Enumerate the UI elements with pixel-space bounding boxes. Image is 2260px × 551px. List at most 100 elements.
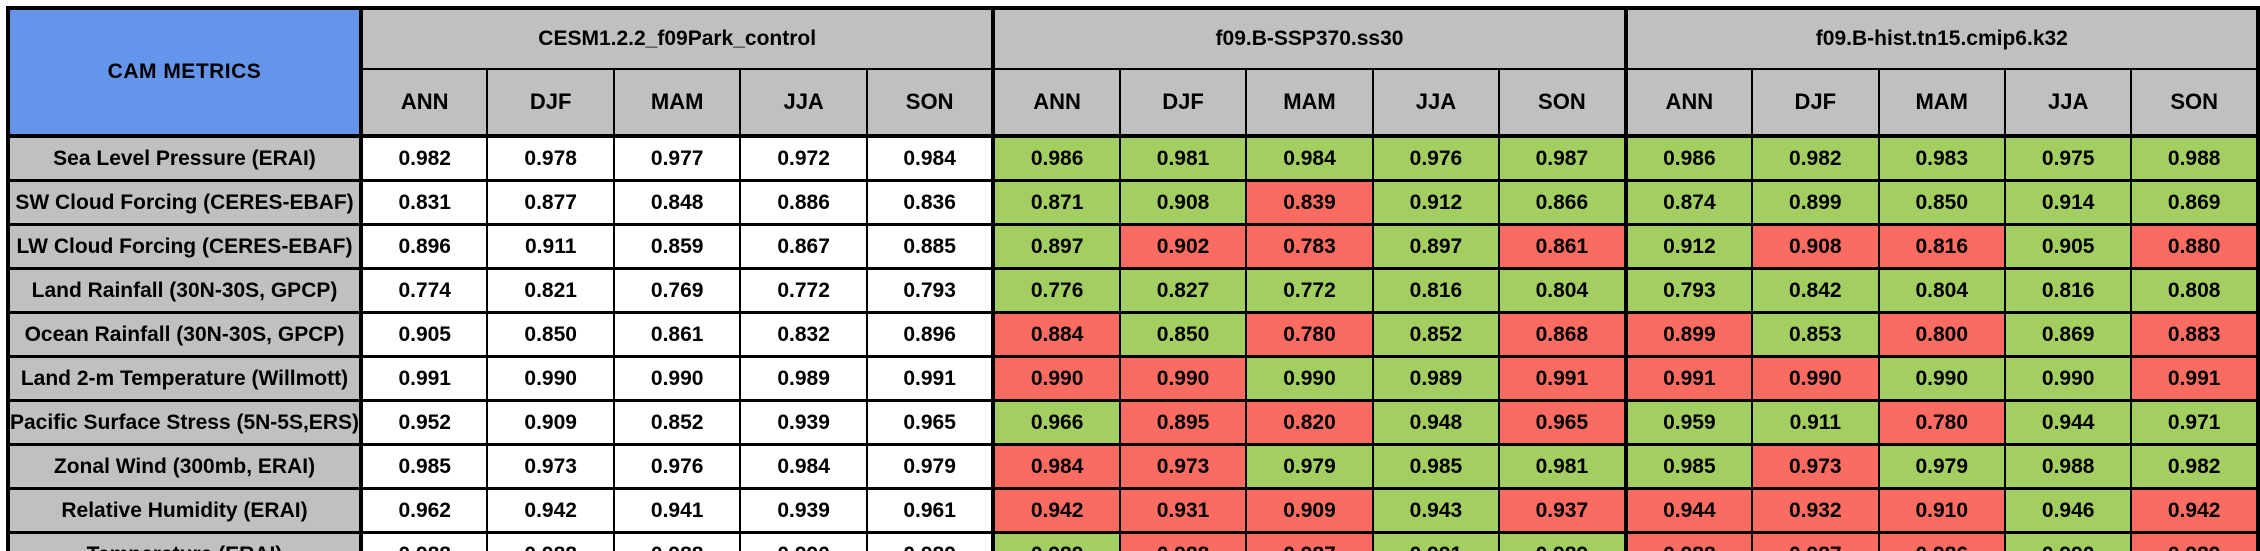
metric-value-cell: 0.800 xyxy=(1877,311,2006,358)
metric-value-cell: 0.987 xyxy=(1245,531,1374,551)
metric-value-cell: 0.989 xyxy=(1371,355,1501,402)
metric-value-cell: 0.989 xyxy=(865,531,995,551)
metric-value-cell: 0.880 xyxy=(2130,223,2259,270)
metric-value-cell: 0.869 xyxy=(2003,311,2133,358)
metric-value-cell: 0.987 xyxy=(1498,134,1627,182)
column-group-header-control-run: CESM1.2.2_f09Park_control xyxy=(358,7,995,70)
metric-value-cell: 0.866 xyxy=(1498,179,1627,226)
season-header-djf: DJF xyxy=(1751,68,1880,138)
metric-value-cell: 0.939 xyxy=(739,399,868,446)
metric-value-cell: 0.816 xyxy=(1371,267,1501,314)
metric-value-cell: 0.989 xyxy=(739,355,868,402)
metric-value-cell: 0.861 xyxy=(612,311,742,358)
metric-value-cell: 0.989 xyxy=(1498,531,1627,551)
metric-value-cell: 0.944 xyxy=(1623,487,1754,534)
table-row: Land 2-m Temperature (Willmott) 0.991 0.99… xyxy=(7,355,2259,402)
metric-value-cell: 0.988 xyxy=(612,531,742,551)
metric-value-cell: 0.973 xyxy=(1751,443,1880,490)
metric-value-cell: 0.990 xyxy=(2003,531,2133,551)
metric-value-cell: 0.991 xyxy=(358,355,489,402)
metric-value-cell: 0.783 xyxy=(1245,223,1374,270)
metric-value-cell: 0.816 xyxy=(2003,267,2133,314)
metric-value-cell: 0.988 xyxy=(1623,531,1754,551)
table-row: LW Cloud Forcing (CERES-EBAF) 0.896 0.911 0… xyxy=(7,223,2259,270)
metric-value-cell: 0.780 xyxy=(1245,311,1374,358)
metric-value-cell: 0.905 xyxy=(358,311,489,358)
metrics-table-body: Sea Level Pressure (ERAI) 0.982 0.978 0.977… xyxy=(7,134,2259,551)
metric-value-cell: 0.990 xyxy=(2003,355,2133,402)
metric-value-cell: 0.985 xyxy=(1371,443,1501,490)
metric-value-cell: 0.984 xyxy=(739,443,868,490)
metric-value-cell: 0.852 xyxy=(1371,311,1501,358)
season-header-jja: JJA xyxy=(1371,68,1501,138)
metric-value-cell: 0.877 xyxy=(486,179,615,226)
season-header-djf: DJF xyxy=(1118,68,1248,138)
metric-value-cell: 0.939 xyxy=(739,487,868,534)
metric-value-cell: 0.961 xyxy=(865,487,995,534)
metric-label: Land Rainfall (30N-30S, GPCP) xyxy=(7,267,363,314)
metric-value-cell: 0.883 xyxy=(2130,311,2259,358)
model-header-row: CAM METRICS CESM1.2.2_f09Park_control f0… xyxy=(6,6,2260,138)
metric-value-cell: 0.874 xyxy=(1623,179,1754,226)
metric-value-cell: 0.988 xyxy=(358,531,489,551)
metric-value-cell: 0.899 xyxy=(1623,311,1754,358)
metric-value-cell: 0.909 xyxy=(1245,487,1374,534)
metric-value-cell: 0.990 xyxy=(991,355,1121,402)
metric-value-cell: 0.975 xyxy=(2003,134,2133,182)
metric-value-cell: 0.982 xyxy=(2130,443,2259,490)
metric-value-cell: 0.886 xyxy=(739,179,868,226)
table-row: Ocean Rainfall (30N-30S, GPCP) 0.905 0.850… xyxy=(7,311,2259,358)
metric-value-cell: 0.982 xyxy=(1751,134,1880,182)
metric-value-cell: 0.912 xyxy=(1623,223,1754,270)
metric-value-cell: 0.991 xyxy=(2130,355,2259,402)
metric-value-cell: 0.944 xyxy=(2003,399,2133,446)
season-header-jja: JJA xyxy=(739,68,868,138)
table-row: Pacific Surface Stress (5N-5S,ERS) 0.952 0… xyxy=(7,399,2259,446)
metric-value-cell: 0.984 xyxy=(865,134,995,182)
metric-value-cell: 0.804 xyxy=(1877,267,2006,314)
metric-value-cell: 0.776 xyxy=(991,267,1121,314)
season-header-son: SON xyxy=(865,68,995,138)
metric-value-cell: 0.984 xyxy=(991,443,1121,490)
metric-value-cell: 0.989 xyxy=(2130,531,2259,551)
metric-value-cell: 0.986 xyxy=(1877,531,2006,551)
metric-value-cell: 0.852 xyxy=(612,399,742,446)
metric-value-cell: 0.832 xyxy=(739,311,868,358)
metric-value-cell: 0.986 xyxy=(991,134,1121,182)
metric-value-cell: 0.850 xyxy=(1877,179,2006,226)
metric-value-cell: 0.859 xyxy=(612,223,742,270)
metric-value-cell: 0.839 xyxy=(1245,179,1374,226)
metric-value-cell: 0.848 xyxy=(612,179,742,226)
metric-value-cell: 0.988 xyxy=(486,531,615,551)
metric-value-cell: 0.911 xyxy=(486,223,615,270)
metric-value-cell: 0.853 xyxy=(1751,311,1880,358)
metric-label: LW Cloud Forcing (CERES-EBAF) xyxy=(7,223,363,270)
metric-value-cell: 0.896 xyxy=(865,311,995,358)
season-header-ann: ANN xyxy=(1623,68,1754,138)
metric-value-cell: 0.804 xyxy=(1498,267,1627,314)
metric-value-cell: 0.991 xyxy=(1623,355,1754,402)
cam-metrics-table: CAM METRICS CESM1.2.2_f09Park_control f0… xyxy=(6,6,2260,551)
metric-value-cell: 0.985 xyxy=(358,443,489,490)
metric-value-cell: 0.932 xyxy=(1751,487,1880,534)
metric-value-cell: 0.908 xyxy=(1751,223,1880,270)
metric-value-cell: 0.910 xyxy=(1877,487,2006,534)
metric-value-cell: 0.990 xyxy=(739,531,868,551)
table-row: Land Rainfall (30N-30S, GPCP) 0.774 0.821 0… xyxy=(7,267,2259,314)
metric-value-cell: 0.991 xyxy=(1371,531,1501,551)
metric-value-cell: 0.981 xyxy=(1118,134,1248,182)
metric-value-cell: 0.780 xyxy=(1877,399,2006,446)
metric-value-cell: 0.991 xyxy=(865,355,995,402)
metric-value-cell: 0.990 xyxy=(486,355,615,402)
metric-value-cell: 0.988 xyxy=(2003,443,2133,490)
metric-value-cell: 0.914 xyxy=(2003,179,2133,226)
metric-value-cell: 0.979 xyxy=(1877,443,2006,490)
metric-value-cell: 0.981 xyxy=(1498,443,1627,490)
metric-label: Sea Level Pressure (ERAI) xyxy=(7,134,363,182)
metric-value-cell: 0.990 xyxy=(1118,355,1248,402)
metric-value-cell: 0.984 xyxy=(1245,134,1374,182)
metric-value-cell: 0.850 xyxy=(1118,311,1248,358)
metric-value-cell: 0.978 xyxy=(486,134,615,182)
metric-value-cell: 0.941 xyxy=(612,487,742,534)
